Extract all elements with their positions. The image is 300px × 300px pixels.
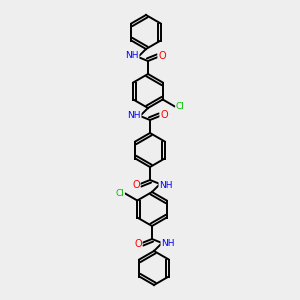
Text: NH: NH [159, 181, 173, 190]
Text: O: O [132, 180, 140, 190]
Text: Cl: Cl [115, 189, 124, 198]
Text: NH: NH [125, 52, 139, 61]
Text: NH: NH [161, 239, 175, 248]
Text: O: O [134, 239, 142, 249]
Text: NH: NH [127, 110, 141, 119]
Text: O: O [160, 110, 168, 120]
Text: Cl: Cl [176, 102, 185, 111]
Text: O: O [158, 51, 166, 61]
